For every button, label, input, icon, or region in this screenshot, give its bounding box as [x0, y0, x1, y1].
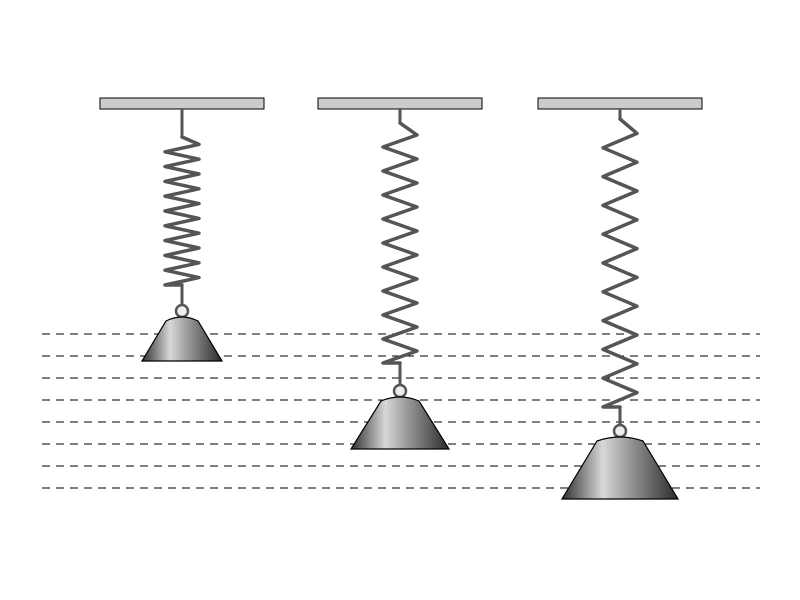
spring-assemblies [100, 98, 702, 499]
spring-coil [165, 137, 199, 285]
weight-mass [142, 317, 222, 361]
spring-weight-diagram [0, 0, 800, 600]
spring-coil [383, 123, 417, 363]
diagram-svg [0, 0, 800, 600]
ceiling-bar [100, 98, 264, 109]
spring-assembly-1 [100, 98, 264, 361]
spring-assembly-3 [538, 98, 702, 499]
spring-assembly-2 [318, 98, 482, 449]
weight-mass [351, 397, 449, 449]
hook-ring [614, 425, 626, 437]
hook-ring [394, 385, 406, 397]
ceiling-bar [318, 98, 482, 109]
spring-coil [603, 119, 637, 407]
hook-ring [176, 305, 188, 317]
ceiling-bar [538, 98, 702, 109]
weight-mass [562, 437, 678, 499]
